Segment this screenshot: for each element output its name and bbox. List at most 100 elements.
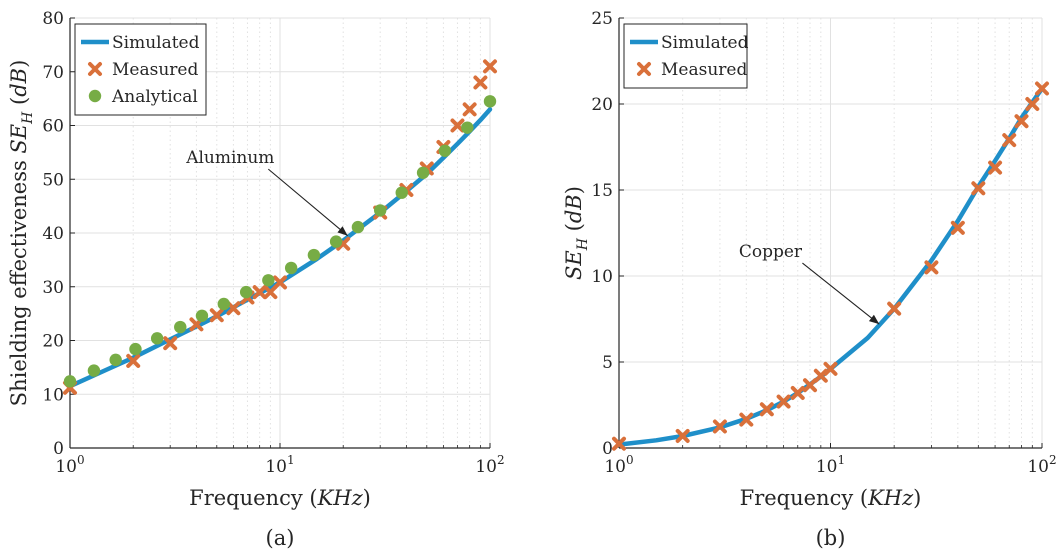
- measured-point: [209, 308, 224, 323]
- analytical-point: [129, 342, 142, 356]
- analytical-point: [416, 166, 430, 179]
- analytical-point: [262, 274, 275, 287]
- annotation: Aluminum: [185, 148, 349, 237]
- analytical-point: [109, 353, 122, 367]
- analytical-point: [150, 332, 164, 345]
- y-tick-label: 10: [591, 267, 613, 287]
- y-tick-label: 15: [591, 181, 613, 201]
- panel-label: (a): [266, 526, 295, 550]
- x-axis-label: Frequency (KHz): [740, 486, 922, 510]
- measured-point: [823, 361, 838, 376]
- legend-box: [623, 23, 748, 89]
- legend-label: Measured: [112, 60, 198, 80]
- y-tick-label: 25: [591, 9, 613, 29]
- x-tick-label: 101: [265, 453, 294, 477]
- measured-point: [971, 181, 986, 196]
- y-tick-label: 50: [42, 170, 64, 190]
- series-simulated: [67, 107, 493, 389]
- legend-label: Analytical: [111, 87, 198, 107]
- measured-point: [924, 260, 939, 275]
- measured-point: [273, 275, 287, 290]
- y-tick-label: 5: [602, 353, 613, 373]
- measured-point: [739, 412, 754, 427]
- measured-point: [1014, 114, 1029, 129]
- y-tick-label: 30: [42, 278, 64, 298]
- legend-dot-swatch: [88, 89, 102, 103]
- y-axis-label: Shielding effectiveness SEH (dB): [7, 60, 36, 407]
- analytical-point: [395, 186, 408, 199]
- measured-point: [776, 394, 791, 409]
- legend-item-analytical: Analytical: [88, 87, 198, 107]
- legend-x-swatch: [88, 62, 102, 76]
- measured-point: [462, 102, 477, 117]
- x-tick-label: 102: [1027, 453, 1056, 477]
- analytical-point: [63, 375, 77, 388]
- legend-label: Simulated: [112, 33, 200, 53]
- measured-point: [226, 301, 241, 316]
- measured-point: [803, 378, 818, 393]
- analytical-point: [461, 121, 474, 134]
- analytical-point: [87, 364, 101, 377]
- measured-point: [988, 160, 1003, 175]
- measured-point: [675, 428, 690, 443]
- analytical-point: [307, 248, 321, 262]
- annotation-arrow-line: [802, 262, 880, 325]
- y-tick-label: 0: [53, 439, 64, 459]
- annotation-arrow-line: [267, 168, 349, 237]
- legend-item-measured: Measured: [637, 60, 747, 80]
- x-tick-label: 100: [55, 453, 84, 477]
- analytical-point: [438, 144, 452, 157]
- simulated-line: [67, 107, 493, 389]
- annotation-arrow-head: [868, 314, 880, 325]
- legend-item-simulated: Simulated: [81, 33, 200, 53]
- measured-point: [612, 436, 626, 451]
- y-tick-label: 10: [42, 385, 64, 405]
- measured-point: [483, 59, 497, 74]
- analytical-point: [351, 220, 365, 234]
- measured-point: [712, 419, 727, 434]
- analytical-point: [239, 285, 253, 299]
- y-tick-label: 20: [591, 95, 613, 115]
- series-measured: [612, 81, 1049, 451]
- measured-point: [1025, 97, 1040, 111]
- analytical-point: [217, 297, 231, 311]
- measured-point: [450, 118, 465, 133]
- annotation-label: Copper: [739, 242, 803, 262]
- measured-point: [252, 285, 267, 300]
- measured-point: [950, 220, 965, 235]
- analytical-point: [195, 309, 209, 322]
- y-tick-label: 20: [42, 332, 64, 352]
- y-tick-label: 70: [42, 63, 64, 83]
- legend-label: Simulated: [661, 33, 749, 53]
- legend-item-measured: Measured: [88, 60, 198, 80]
- annotation: Copper: [739, 242, 880, 325]
- analytical-point: [174, 320, 187, 334]
- y-tick-label: 80: [42, 9, 64, 29]
- legend: Simulated Measured: [623, 23, 749, 89]
- series-analytical: [63, 95, 497, 388]
- panel-label: (b): [816, 526, 846, 550]
- annotation-label: Aluminum: [185, 148, 274, 168]
- analytical-point: [373, 204, 387, 217]
- annotation-arrow-head: [337, 226, 348, 236]
- measured-point: [126, 353, 141, 368]
- y-tick-label: 0: [602, 439, 613, 459]
- axes: 0 5 10 15 20 25 100 101 102: [591, 9, 1056, 477]
- legend-label: Measured: [661, 60, 747, 80]
- measured-point: [1002, 133, 1017, 148]
- analytical-point: [329, 235, 343, 248]
- panel-a: 0 10 20 30 40 50 60 70 80 100 101 102 Frequency (KHz…: [7, 9, 505, 550]
- measured-point: [163, 336, 178, 351]
- measured-point: [887, 301, 902, 316]
- measured-point: [759, 402, 774, 417]
- analytical-point: [483, 95, 497, 108]
- x-tick-label: 102: [475, 453, 504, 477]
- y-axis-label: SEH (dB): [562, 186, 591, 280]
- legend-item-simulated: Simulated: [630, 33, 749, 53]
- legend: Simulated Measured Analytical: [74, 23, 207, 116]
- x-tick-label: 101: [816, 453, 845, 477]
- panel-b: 0 5 10 15 20 25 100 101 102 Frequency (KHz) SEH (d…: [562, 9, 1057, 550]
- x-tick-label: 100: [604, 453, 633, 477]
- x-axis-label: Frequency (KHz): [189, 486, 371, 510]
